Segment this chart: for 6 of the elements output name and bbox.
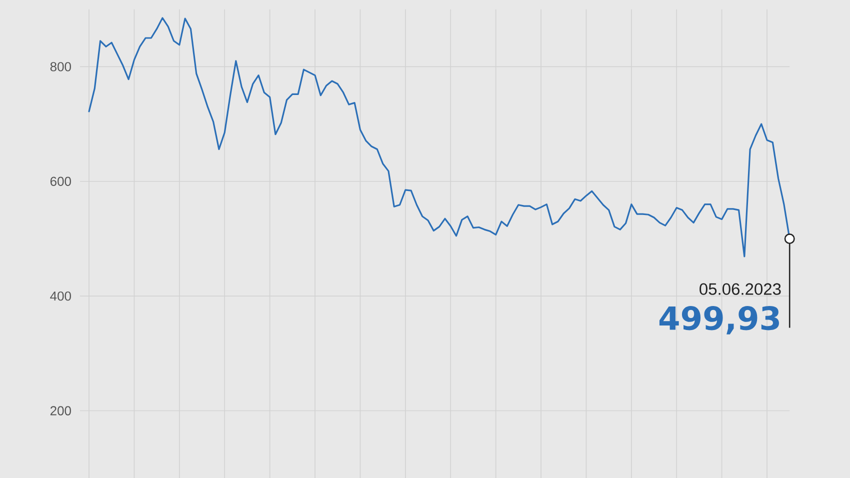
y-tick-label: 400 bbox=[50, 291, 71, 301]
annotation: 05.06.2023 bbox=[700, 283, 781, 295]
data-label: 499,93 bbox=[659, 306, 779, 334]
y-tick-label: 200 bbox=[50, 406, 71, 416]
y-tick-label: 800 bbox=[50, 62, 71, 72]
y-tick-label: 600 bbox=[50, 176, 71, 186]
